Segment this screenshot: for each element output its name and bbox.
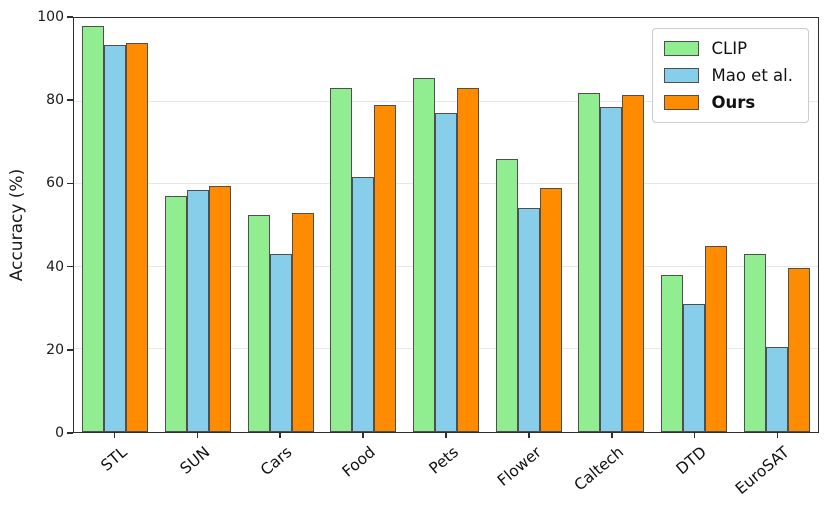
bar-Ours-Flower: [539, 187, 562, 432]
legend-label-Ours: Ours: [711, 93, 756, 112]
x-tick-mark-Pets: [445, 433, 447, 438]
bar-Ours-STL: [126, 42, 149, 432]
bar-Mao-et-al--Pets: [435, 113, 458, 432]
bar-Mao-et-al--SUN: [187, 189, 209, 432]
x-tick-label-Pets: Pets: [425, 443, 462, 478]
bar-Ours-Pets: [457, 88, 480, 432]
y-tick-label-100: 100: [37, 9, 64, 25]
gridline-80: [74, 100, 818, 102]
x-tick-mark-Cars: [279, 433, 281, 438]
bar-Mao-et-al--STL: [104, 44, 127, 432]
bar-Ours-SUN: [209, 185, 231, 432]
legend-swatch-Mao-et-al-: [663, 68, 699, 83]
bar-Mao-et-al--DTD: [683, 303, 706, 432]
x-tick-label-Cars: Cars: [257, 443, 296, 480]
y-axis-label: Accuracy (%): [7, 168, 27, 282]
x-tick-label-SUN: SUN: [176, 443, 213, 478]
bar-CLIP-SUN: [165, 196, 187, 432]
plot-area: CLIP Mao et al. Ours: [73, 17, 819, 433]
bar-CLIP-EuroSAT: [743, 253, 766, 432]
x-tick-mark-SUN: [196, 433, 199, 438]
bar-Mao-et-al--Caltech: [600, 107, 623, 432]
bar-group-STL: [74, 18, 157, 432]
bar-Ours-Caltech: [622, 94, 645, 432]
legend-label-Mao-et-al-: Mao et al.: [711, 66, 794, 85]
bar-group-Cars: [239, 18, 322, 432]
bar-CLIP-Pets: [413, 78, 436, 432]
x-tick-label-Flower: Flower: [493, 443, 545, 490]
bar-CLIP-Food: [330, 88, 353, 432]
bar-groups: [74, 18, 818, 432]
bar-Ours-Food: [374, 104, 397, 432]
y-tick-label-0: 0: [55, 425, 64, 441]
y-tick-mark-0: [67, 432, 73, 434]
y-tick-mark-60: [67, 182, 73, 185]
bar-Mao-et-al--Cars: [269, 253, 292, 432]
x-tick-mark-Flower: [528, 433, 530, 438]
bar-group-EuroSAT: [735, 18, 818, 432]
bar-group-SUN: [157, 18, 240, 432]
x-tick-label-DTD: DTD: [673, 443, 711, 479]
x-tick-label-Food: Food: [338, 443, 379, 481]
x-tick-mark-Caltech: [611, 433, 613, 438]
y-tick-mark-20: [67, 349, 73, 351]
y-tick-label-40: 40: [46, 258, 64, 275]
bar-Ours-EuroSAT: [787, 268, 810, 432]
y-tick-mark-80: [67, 99, 73, 101]
x-tick-label-Caltech: Caltech: [570, 443, 628, 495]
y-tick-label-60: 60: [46, 175, 64, 192]
legend-item-CLIP: CLIP: [663, 39, 794, 58]
bar-Mao-et-al--EuroSAT: [765, 347, 788, 432]
bar-Ours-Cars: [291, 212, 314, 432]
x-tick-label-STL: STL: [97, 443, 131, 475]
bar-CLIP-Cars: [247, 214, 270, 432]
x-tick-mark-Food: [362, 433, 364, 438]
bar-CLIP-Flower: [495, 158, 518, 432]
bar-group-Flower: [487, 18, 570, 432]
legend-item-Mao-et-al-: Mao et al.: [663, 66, 794, 85]
bar-group-Food: [322, 18, 405, 432]
bar-Mao-et-al--Food: [352, 177, 375, 432]
bar-CLIP-DTD: [661, 274, 684, 432]
legend-swatch-CLIP: [663, 41, 699, 56]
x-tick-mark-EuroSAT: [776, 433, 779, 438]
bar-group-Pets: [405, 18, 488, 432]
y-tick-label-20: 20: [46, 341, 64, 358]
legend-swatch-Ours: [663, 95, 699, 110]
y-tick-mark-100: [67, 16, 73, 18]
bar-CLIP-STL: [82, 26, 105, 432]
bar-Ours-DTD: [705, 245, 728, 432]
legend: CLIP Mao et al. Ours: [651, 28, 809, 123]
y-tick-mark-40: [67, 265, 73, 268]
x-tick-mark-STL: [113, 433, 116, 438]
bar-group-DTD: [653, 18, 736, 432]
legend-label-CLIP: CLIP: [711, 39, 748, 58]
bar-Mao-et-al--Flower: [517, 208, 540, 432]
x-tick-label-EuroSAT: EuroSAT: [732, 443, 794, 499]
y-tick-label-80: 80: [46, 92, 64, 109]
bar-group-Caltech: [570, 18, 653, 432]
bar-CLIP-Caltech: [578, 92, 601, 432]
legend-item-Ours: Ours: [663, 93, 794, 112]
x-tick-mark-DTD: [693, 433, 696, 438]
